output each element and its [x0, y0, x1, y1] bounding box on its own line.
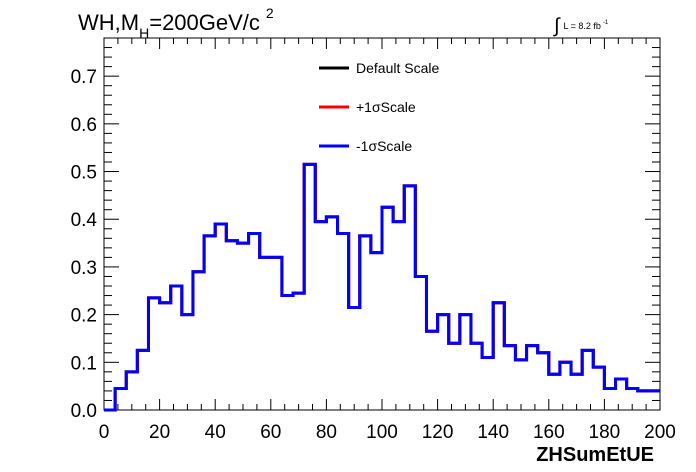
- y-tick-label: 0.1: [71, 353, 97, 374]
- axis-ticks: [103, 37, 661, 411]
- title-superscript: 2: [266, 5, 274, 21]
- x-tick-label: 80: [316, 422, 337, 443]
- x-tick-label: 120: [422, 422, 454, 443]
- legend-label: Default Scale: [356, 60, 439, 76]
- y-tick-label: 0.7: [71, 67, 97, 88]
- x-tick-label: 40: [205, 422, 226, 443]
- title-rest: =200GeV/c: [149, 10, 260, 35]
- luminosity-superscript: -1: [603, 20, 609, 26]
- histogram-series: [104, 162, 660, 412]
- series-line-2: [104, 162, 660, 412]
- integral-symbol: ∫: [553, 15, 561, 37]
- y-tick-label: 0.2: [71, 306, 97, 327]
- title-subscript: H: [139, 25, 149, 41]
- x-tick-label: 20: [149, 422, 170, 443]
- axis-tick-labels: 0 20 40 60 80 100 120 140 160 180 200 0.0 0.1 0.2 0.3 0…: [71, 67, 676, 443]
- title-prefix: WH,M: [78, 10, 139, 35]
- y-tick-label: 0.3: [71, 258, 97, 279]
- luminosity-text: L = 8.2 fb: [563, 21, 600, 31]
- y-tick-label: 0.0: [71, 401, 97, 422]
- x-tick-label: 0: [99, 422, 110, 443]
- legend: Default Scale +1σScale -1σScale: [319, 60, 439, 154]
- x-tick-label: 160: [533, 422, 565, 443]
- luminosity-label: ∫ L = 8.2 fb -1: [553, 15, 609, 37]
- x-tick-label: 140: [477, 422, 509, 443]
- x-tick-label: 60: [260, 422, 281, 443]
- y-tick-label: 0.6: [71, 115, 97, 136]
- x-axis-label: ZHSumEtUE: [536, 444, 654, 466]
- x-tick-label: 100: [366, 422, 398, 443]
- y-tick-label: 0.4: [71, 210, 98, 231]
- x-tick-label: 180: [589, 422, 621, 443]
- x-tick-label: 200: [644, 422, 676, 443]
- legend-label: -1σScale: [356, 138, 412, 154]
- y-tick-label: 0.5: [71, 163, 97, 184]
- chart-title: WH,MH=200GeV/c 2: [78, 5, 274, 41]
- legend-label: +1σScale: [356, 99, 416, 115]
